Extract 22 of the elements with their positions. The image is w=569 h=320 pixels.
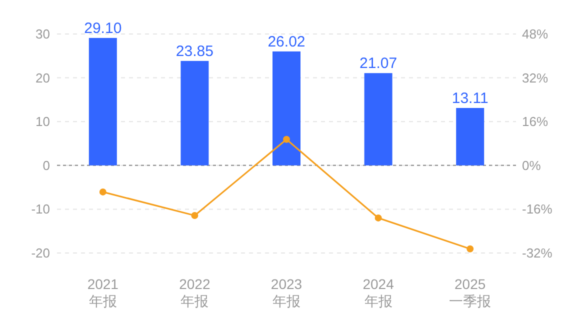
y-tick: -10 (31, 202, 50, 217)
x-tick: 2021 年报 (87, 276, 118, 309)
x-tick: 2022 年报 (179, 276, 210, 309)
y2-tick: 0% (522, 158, 541, 173)
y2-tick: -16% (522, 202, 552, 217)
y2-tick: 32% (522, 70, 548, 86)
data-label: 13.11 (452, 90, 488, 107)
y2-tick: 48% (522, 26, 548, 42)
data-label: 21.07 (360, 55, 398, 72)
data-label: 23.85 (176, 42, 214, 60)
x-tick: 2023 年报 (270, 276, 302, 309)
y2-tick: 16% (522, 114, 548, 130)
y-tick: 0 (42, 158, 50, 173)
y-tick: 30 (36, 26, 50, 42)
y-tick: -20 (31, 246, 50, 260)
data-label: 29.10 (84, 20, 122, 37)
y-tick: 20 (36, 70, 50, 86)
x-tick: 2025 一季报 (449, 276, 492, 309)
x-tick: 2024 年报 (362, 276, 394, 309)
y-tick: 10 (36, 114, 50, 130)
y2-tick: -32% (522, 246, 552, 260)
data-label: 26.02 (268, 33, 306, 50)
